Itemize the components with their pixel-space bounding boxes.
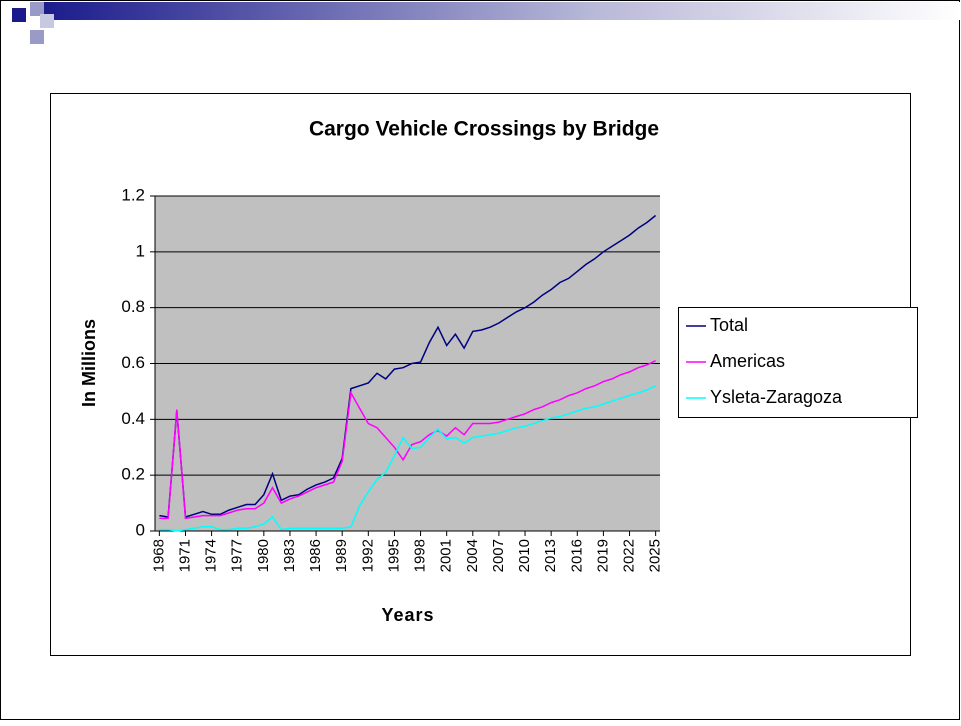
x-tick-label: 2010 bbox=[516, 539, 533, 572]
deco-square bbox=[30, 2, 44, 16]
x-tick-label: 1989 bbox=[333, 539, 350, 572]
x-tick-label: 1980 bbox=[255, 539, 272, 572]
y-axis-label: In Millions bbox=[79, 319, 99, 407]
x-tick-label: 2019 bbox=[594, 539, 611, 572]
x-tick-label: 1971 bbox=[176, 539, 193, 572]
series-line bbox=[159, 214, 657, 518]
y-tick-label: 0.2 bbox=[121, 465, 145, 484]
x-tick-label: 1986 bbox=[307, 539, 324, 572]
y-tick-label: 1.2 bbox=[121, 185, 145, 204]
x-tick-label: 1968 bbox=[150, 539, 167, 572]
x-tick-label: 1992 bbox=[359, 539, 376, 572]
x-tick-label: 1995 bbox=[385, 539, 402, 572]
legend-label: Ysleta-Zaragoza bbox=[710, 387, 843, 407]
y-tick-label: 0.4 bbox=[121, 409, 145, 428]
deco-square bbox=[12, 8, 26, 22]
header-bar bbox=[40, 2, 961, 20]
x-tick-label: 2013 bbox=[542, 539, 559, 572]
legend-label: Americas bbox=[710, 351, 785, 371]
chart-title: Cargo Vehicle Crossings by Bridge bbox=[309, 118, 659, 141]
x-tick-label: 2007 bbox=[490, 539, 507, 572]
x-tick-label: 2016 bbox=[568, 539, 585, 572]
deco-square bbox=[40, 14, 54, 28]
y-tick-label: 0.8 bbox=[121, 297, 145, 316]
x-tick-label: 2001 bbox=[438, 539, 455, 572]
y-tick-label: 0.6 bbox=[121, 353, 145, 372]
y-tick-label: 0 bbox=[136, 520, 145, 539]
legend bbox=[678, 307, 918, 418]
x-tick-label: 2004 bbox=[464, 539, 481, 572]
x-tick-label: 2025 bbox=[647, 539, 664, 572]
x-tick-label: 1977 bbox=[229, 539, 246, 572]
deco-square bbox=[30, 30, 44, 44]
series-line bbox=[159, 385, 656, 532]
series-line bbox=[159, 360, 656, 520]
x-tick-label: 1983 bbox=[281, 539, 298, 572]
legend-label: Total bbox=[710, 315, 748, 335]
x-tick-label: 2022 bbox=[620, 539, 637, 572]
x-tick-label: 1998 bbox=[412, 539, 429, 572]
x-tick-label: 1974 bbox=[203, 539, 220, 572]
y-tick-label: 1 bbox=[136, 241, 145, 260]
x-axis-label: Years bbox=[381, 605, 434, 625]
